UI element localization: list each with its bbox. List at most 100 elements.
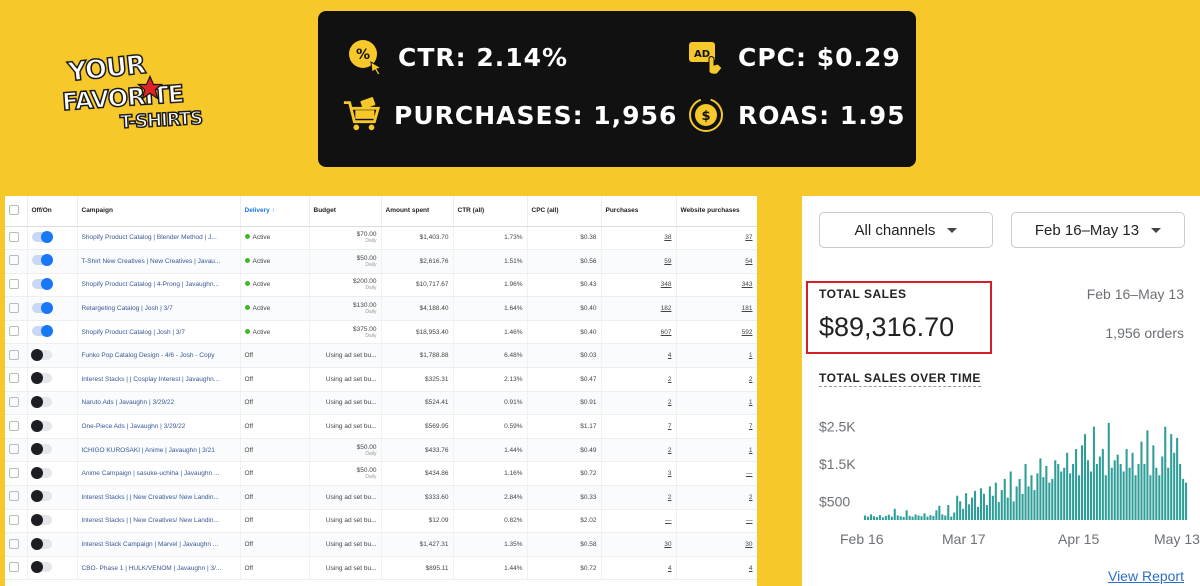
toggle-off[interactable]	[27, 414, 78, 439]
view-report-link[interactable]: View Report	[1107, 568, 1184, 584]
toggle-off[interactable]	[27, 485, 78, 510]
row-checkbox[interactable]	[5, 296, 28, 321]
website-purchases-value[interactable]: 592	[741, 328, 753, 336]
toggle-off[interactable]	[27, 343, 78, 369]
website-purchases-value[interactable]: 4	[748, 564, 753, 572]
campaign-name-link[interactable]: Anime Campaign | sasuke-uchiha | Javaugh…	[77, 461, 241, 487]
column-header[interactable]: Campaign	[77, 196, 241, 227]
campaign-name-link[interactable]: One-Piece Ads | Javaughn | 3/29/22	[77, 414, 241, 439]
toggle-off[interactable]	[27, 461, 78, 487]
website-purchases-value[interactable]: 30	[745, 541, 753, 549]
toggle-on[interactable]	[27, 296, 78, 321]
table-row[interactable]: Funko Pop Catalog Design - 4/6 - Josh - …	[5, 343, 757, 369]
channel-dropdown[interactable]: All channels	[819, 212, 993, 248]
toggle-on[interactable]	[27, 249, 78, 274]
purchases-value[interactable]: 2	[667, 493, 672, 501]
website-purchases-value[interactable]: 2	[748, 375, 753, 383]
purchases-value[interactable]: 30	[664, 541, 672, 549]
campaign-name-link[interactable]: CBO- Phase 1 | HULK/VENOM | Javaughn | 3…	[77, 556, 241, 581]
website-purchases-value[interactable]: 181	[741, 305, 753, 313]
table-row[interactable]: One-Piece Ads | Javaughn | 3/29/22 Off Usi…	[5, 414, 757, 439]
toggle-off[interactable]	[27, 391, 78, 416]
column-header[interactable]: Website purchases	[676, 196, 757, 227]
campaign-name-link[interactable]: Interest Stacks | | New Creatives/ New L…	[77, 509, 241, 534]
table-row[interactable]: Naruto Ads | Javaughn | 3/29/22 Off Using …	[5, 391, 757, 416]
column-header[interactable]: CPC (all)	[527, 196, 602, 227]
table-row[interactable]: T-Shirt New Creatives | New Creatives | …	[5, 249, 757, 274]
table-row[interactable]: Interest Stacks | | New Creatives/ New L…	[5, 485, 757, 510]
campaign-name-link[interactable]: Naruto Ads | Javaughn | 3/29/22	[77, 391, 241, 416]
website-purchases-value[interactable]: —	[746, 517, 753, 525]
campaign-name-link[interactable]: Retargeting Catalog | Josh | 3/7	[77, 296, 241, 321]
row-checkbox[interactable]	[5, 343, 28, 369]
purchases-value[interactable]: 4	[667, 352, 672, 360]
campaign-name-link[interactable]: ICHIGO KUROSAKI | Anime | Javaughn | 3/2…	[77, 438, 241, 463]
row-checkbox[interactable]	[5, 367, 28, 392]
row-checkbox[interactable]	[5, 414, 28, 439]
website-purchases-value[interactable]: 343	[741, 281, 753, 289]
purchases-value[interactable]: 2	[667, 446, 672, 454]
toggle-on[interactable]	[27, 226, 78, 251]
campaign-name-link[interactable]: Interest Stack Campaign | Marvel | Javau…	[77, 532, 241, 557]
website-purchases-value[interactable]: 1	[748, 446, 753, 454]
website-purchases-value[interactable]: 1	[748, 352, 753, 360]
campaign-name-link[interactable]: Shopify Product Catalog | 4-Prong | Java…	[77, 273, 241, 298]
campaign-name-link[interactable]: Funko Pop Catalog Design - 4/6 - Josh - …	[77, 343, 241, 369]
table-row[interactable]: ICHIGO KUROSAKI | Anime | Javaughn | 3/2…	[5, 438, 757, 463]
purchases-value[interactable]: 3	[667, 470, 672, 478]
select-all-checkbox[interactable]	[5, 196, 28, 227]
campaign-name-link[interactable]: Interest Stacks | | New Creatives/ New L…	[77, 485, 241, 510]
website-purchases-value[interactable]: 7	[748, 423, 753, 431]
row-checkbox[interactable]	[5, 461, 28, 487]
table-row[interactable]: Retargeting Catalog | Josh | 3/7 Active $1…	[5, 296, 757, 321]
column-header[interactable]: CTR (all)	[453, 196, 528, 227]
table-row[interactable]: Interest Stacks | | New Creatives/ New L…	[5, 509, 757, 534]
purchases-value[interactable]: —	[665, 517, 672, 525]
table-row[interactable]: Shopify Product Catalog | 4-Prong | Java…	[5, 273, 757, 298]
campaign-name-link[interactable]: Shopify Product Catalog | Blender Method…	[77, 226, 241, 251]
row-checkbox[interactable]	[5, 438, 28, 463]
date-range-dropdown[interactable]: Feb 16–May 13	[1011, 212, 1185, 248]
row-checkbox[interactable]	[5, 556, 28, 581]
purchases-value[interactable]: 607	[660, 328, 672, 336]
purchases-value[interactable]: 2	[667, 375, 672, 383]
website-purchases-value[interactable]: 2	[748, 493, 753, 501]
website-purchases-value[interactable]: 37	[745, 234, 753, 242]
purchases-value[interactable]: 4	[667, 564, 672, 572]
column-header[interactable]: Delivery ↑	[240, 196, 310, 227]
purchases-value[interactable]: 182	[660, 305, 672, 313]
row-checkbox[interactable]	[5, 249, 28, 274]
table-row[interactable]: Anime Campaign | sasuke-uchiha | Javaugh…	[5, 461, 757, 487]
purchases-value[interactable]: 348	[660, 281, 672, 289]
purchases-value[interactable]: 59	[664, 257, 672, 265]
website-purchases-value[interactable]: 1	[748, 399, 753, 407]
column-header[interactable]: Off/On	[27, 196, 78, 227]
purchases-value[interactable]: 2	[667, 399, 672, 407]
table-row[interactable]: Interest Stacks | | Cosplay Interest | J…	[5, 367, 757, 392]
website-purchases-value[interactable]: —	[746, 470, 753, 478]
column-header[interactable]: Amount spent	[381, 196, 454, 227]
table-row[interactable]: Shopify Product Catalog | Josh | 3/7 Acti…	[5, 320, 757, 345]
purchases-value[interactable]: 7	[667, 423, 672, 431]
campaign-name-link[interactable]: Interest Stacks | | Cosplay Interest | J…	[77, 367, 241, 392]
row-checkbox[interactable]	[5, 532, 28, 557]
row-checkbox[interactable]	[5, 273, 28, 298]
toggle-off[interactable]	[27, 509, 78, 534]
toggle-off[interactable]	[27, 556, 78, 581]
campaign-name-link[interactable]: Shopify Product Catalog | Josh | 3/7	[77, 320, 241, 345]
row-checkbox[interactable]	[5, 320, 28, 345]
toggle-off[interactable]	[27, 438, 78, 463]
table-row[interactable]: Interest Stack Campaign | Marvel | Javau…	[5, 532, 757, 557]
table-row[interactable]: Shopify Product Catalog | Blender Method…	[5, 226, 757, 251]
row-checkbox[interactable]	[5, 226, 28, 251]
toggle-off[interactable]	[27, 367, 78, 392]
row-checkbox[interactable]	[5, 391, 28, 416]
column-header[interactable]: Budget	[309, 196, 382, 227]
row-checkbox[interactable]	[5, 509, 28, 534]
table-row[interactable]: CBO- Phase 1 | HULK/VENOM | Javaughn | 3…	[5, 556, 757, 581]
toggle-on[interactable]	[27, 273, 78, 298]
column-header[interactable]: Purchases	[601, 196, 677, 227]
purchases-value[interactable]: 38	[664, 234, 672, 242]
row-checkbox[interactable]	[5, 485, 28, 510]
website-purchases-value[interactable]: 54	[745, 257, 753, 265]
